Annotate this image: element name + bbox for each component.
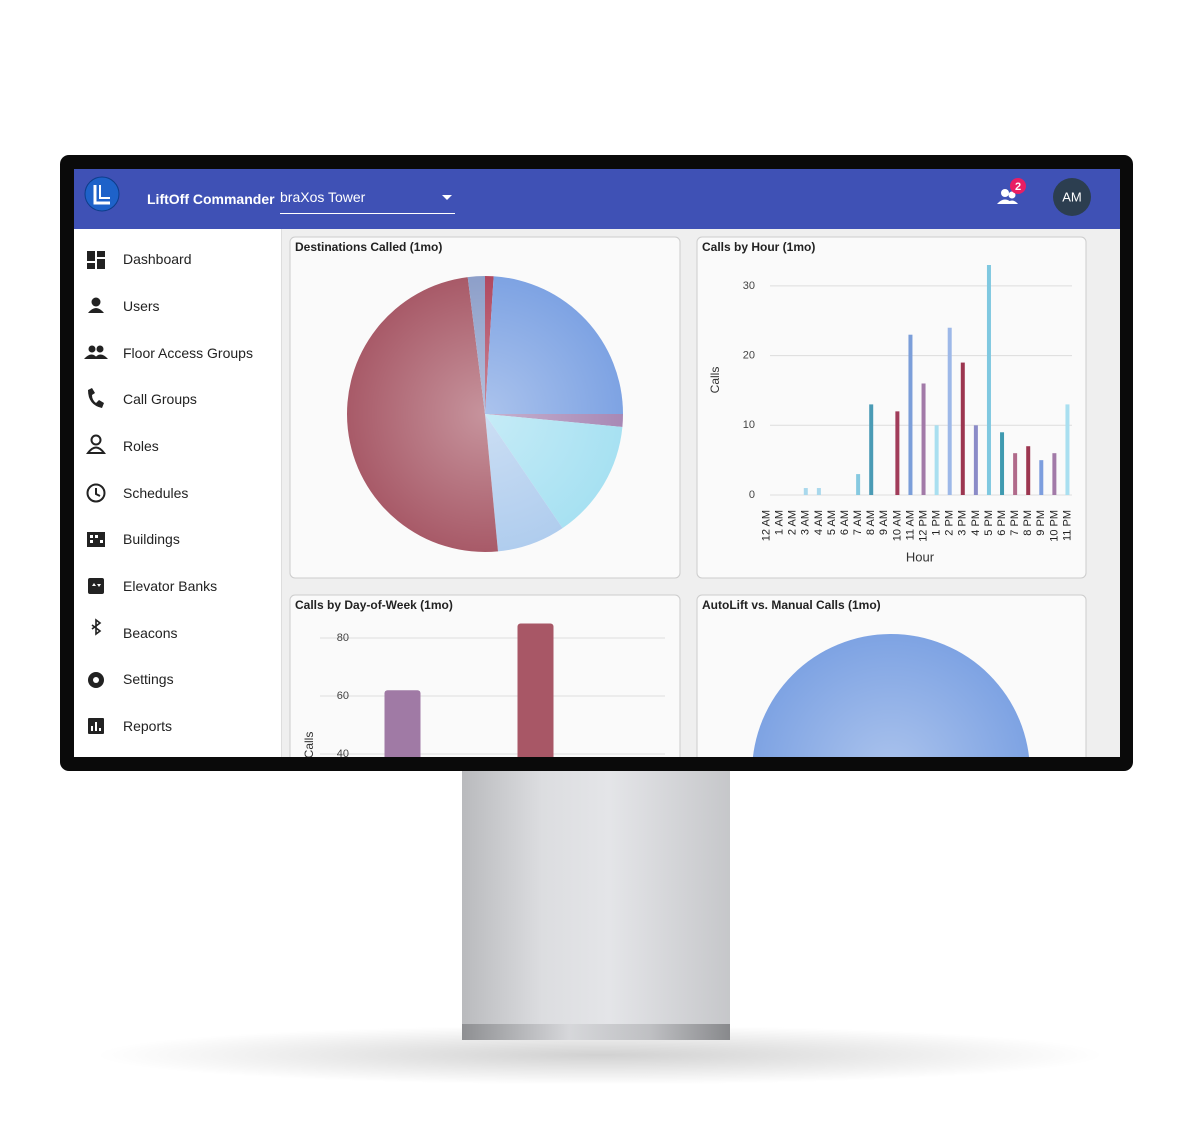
sidebar: Dashboard Users Floor Access Groups Call Gr… — [74, 229, 282, 757]
x-axis-title: Hour — [906, 549, 935, 564]
card — [289, 594, 681, 757]
bar — [1000, 432, 1005, 495]
card-title: Calls by Hour (1mo) — [702, 240, 815, 254]
x-tick-label: 8 AM — [865, 510, 877, 535]
monitor-base — [462, 1024, 730, 1040]
x-tick-label: 11 PM — [1061, 510, 1073, 541]
bar — [947, 327, 952, 495]
bar — [960, 362, 965, 495]
app-title: LiftOff Commander — [147, 191, 275, 207]
nav-icons — [84, 251, 108, 734]
dropdown-arrow — [442, 195, 452, 200]
bar — [921, 383, 926, 495]
card-title: Calls by Day-of-Week (1mo) — [295, 598, 453, 612]
x-tick-label: 6 PM — [996, 510, 1008, 536]
pie-shine — [347, 276, 623, 552]
x-tick-label: 8 PM — [1022, 510, 1034, 536]
building-select[interactable]: braXos Tower — [280, 189, 455, 214]
x-tick-label: 12 AM — [760, 510, 772, 541]
bar — [1052, 453, 1057, 495]
x-tick-label: 9 AM — [878, 510, 890, 535]
y-axis-title: Calls — [708, 367, 722, 394]
logo[interactable] — [84, 176, 124, 216]
app-header: LiftOff Commander braXos Tower 2 AM — [74, 169, 1120, 229]
x-tick-label: 7 PM — [1009, 510, 1021, 536]
x-tick-label: 11 AM — [904, 510, 916, 540]
x-tick-label: 12 PM — [917, 510, 929, 542]
nav-item[interactable]: Settings — [123, 671, 174, 687]
nav-item[interactable]: Call Groups — [123, 391, 197, 407]
bar — [803, 488, 808, 495]
x-tick-label: 10 AM — [891, 510, 903, 541]
monitor-stand — [462, 771, 730, 1026]
bar — [895, 411, 900, 495]
nav-item[interactable]: Elevator Banks — [123, 578, 218, 594]
nav-item[interactable]: Schedules — [123, 485, 189, 501]
x-tick-label: 10 PM — [1048, 510, 1060, 542]
x-tick-label: 5 PM — [983, 510, 995, 536]
x-tick-label: 3 AM — [800, 510, 812, 535]
bar — [517, 623, 554, 757]
nav-item[interactable]: Roles — [123, 438, 159, 454]
bar — [908, 334, 913, 495]
dashboard-charts: Destinations Called (1mo) 0 10 20 30 12 AM 1 A… — [289, 236, 1087, 757]
nav-item[interactable]: Beacons — [123, 625, 178, 641]
x-tick-label: 4 AM — [813, 510, 825, 535]
bar — [1039, 460, 1044, 495]
x-tick-label: 6 AM — [839, 510, 851, 535]
nav-item[interactable]: Users — [123, 298, 160, 314]
card-title: Destinations Called (1mo) — [295, 240, 442, 254]
y-tick-label: 0 — [749, 489, 755, 501]
bar — [384, 690, 421, 757]
y-tick-label: 60 — [337, 690, 349, 702]
x-tick-label: 1 AM — [774, 510, 786, 535]
x-tick-label: 5 AM — [826, 510, 838, 535]
bar — [1026, 446, 1031, 495]
bar — [934, 425, 939, 495]
chart-layer: Destinations Called (1mo) 0 10 20 30 12 AM 1 A… — [289, 236, 1087, 757]
y-tick-label: 30 — [743, 280, 755, 292]
building-name: braXos Tower — [280, 189, 366, 205]
bar — [856, 474, 861, 495]
y-tick-label: 20 — [743, 350, 755, 362]
nav-item[interactable]: Dashboard — [123, 251, 192, 267]
bar — [986, 265, 991, 495]
bar — [869, 404, 874, 495]
bar — [1065, 404, 1070, 495]
x-tick-label: 4 PM — [970, 510, 982, 536]
bar — [816, 488, 821, 495]
bar — [1013, 453, 1018, 495]
screen: LiftOff Commander braXos Tower 2 AM — [74, 169, 1120, 757]
notifications[interactable]: 2 — [992, 177, 1036, 217]
bar — [973, 425, 978, 495]
pie-shine — [752, 634, 1030, 757]
x-tick-label: 3 PM — [957, 510, 969, 536]
x-tick-label: 1 PM — [931, 510, 943, 536]
card-title: AutoLift vs. Manual Calls (1mo) — [702, 598, 881, 612]
y-axis-title: Calls — [302, 732, 316, 757]
x-tick-label: 2 PM — [944, 510, 956, 536]
y-tick-label: 10 — [743, 419, 755, 431]
nav-item[interactable]: Reports — [123, 718, 173, 734]
nav-item[interactable]: Floor Access Groups — [123, 345, 253, 361]
y-tick-label: 40 — [337, 748, 349, 757]
avatar-initials: AM — [1062, 189, 1082, 204]
nav-item[interactable]: Buildings — [123, 531, 180, 547]
avatar[interactable]: AM — [1052, 177, 1092, 217]
x-tick-label: 2 AM — [787, 510, 799, 535]
y-tick-label: 80 — [337, 632, 349, 644]
x-tick-label: 9 PM — [1035, 510, 1047, 536]
x-tick-label: 7 AM — [852, 510, 864, 535]
notification-count: 2 — [1015, 181, 1021, 193]
